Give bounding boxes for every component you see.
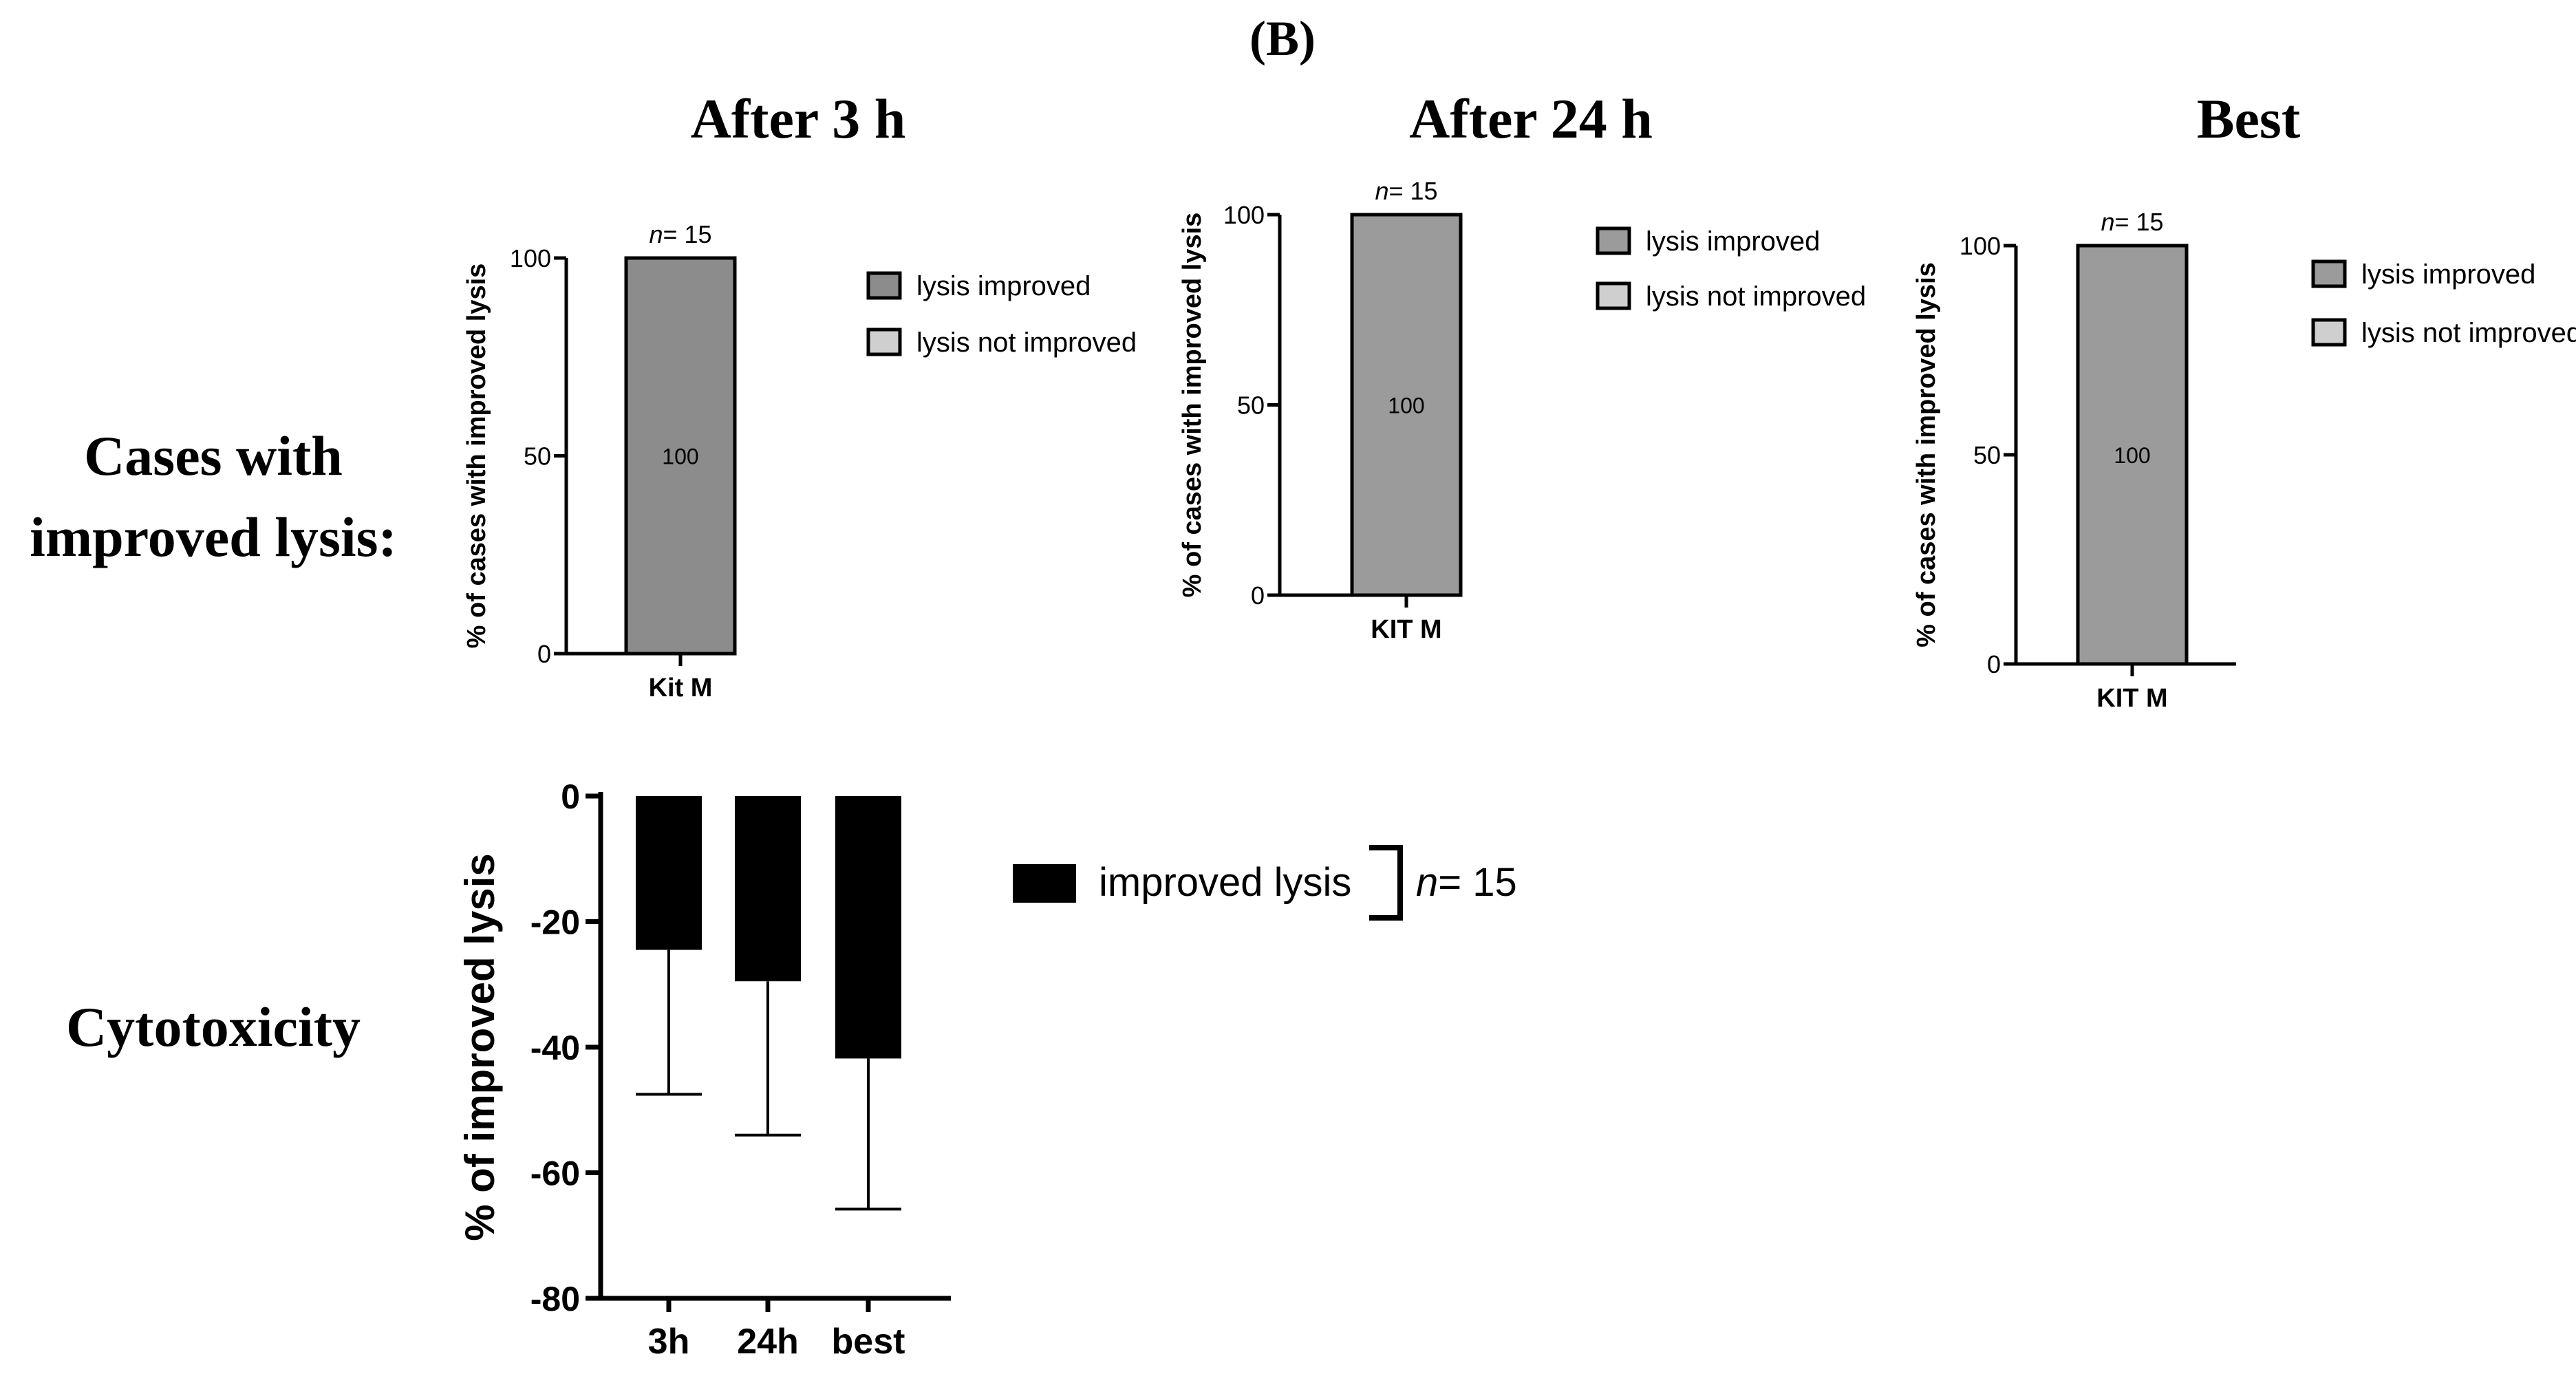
row-label-cases-line2: improved lysis: [30,506,397,568]
n-label-value: = 15 [1388,177,1437,205]
legend-label: lysis improved [916,271,1091,301]
n-label: n= 15 [1375,177,1437,205]
row-label-cytotoxicity: Cytotoxicity [66,996,361,1058]
legend-swatch [2311,318,2347,347]
x-tick-label: KIT M [2096,684,2167,713]
legend-swatch [1596,226,1631,255]
n-label-value: = 15 [1438,860,1517,905]
y-tick-label: -40 [530,1029,580,1067]
n-label-value: = 15 [2114,208,2163,236]
x-tick-label: 3h [648,1322,690,1362]
y-tick-label: 100 [1223,201,1265,229]
y-tick-label: 50 [1237,391,1265,420]
y-axis-label: % of cases with improved lysis [1912,262,1941,647]
x-tick-label: KIT M [1371,615,1441,644]
y-tick-label: 100 [510,244,551,272]
n-label: n= 15 [2101,208,2163,236]
bar-3h [636,796,702,950]
y-tick-label: 100 [1960,232,2001,260]
legend-label: improved lysis [1099,860,1351,905]
bar-lysis-improved [624,256,737,656]
chart-after-3h: 0 50 100 Kit M 100 n= 15 % of cases with impro… [462,220,1137,702]
n-label-italic: n [1416,860,1438,905]
y-tick-label: -20 [530,903,580,942]
y-tick-label: -60 [530,1155,580,1193]
n-label-italic: n [649,220,663,248]
bar-24h [735,796,801,982]
y-tick-label: 0 [561,777,580,816]
row-label-cases-line1: Cases with [84,425,343,487]
legend-swatch [1013,864,1076,903]
y-tick-label: 50 [524,442,551,471]
n-label: n= 15 [1416,860,1517,905]
chart-after-24h: 0 50 100 KIT M 100 n= 15 % of cases with impro… [1178,177,1866,644]
legend-bracket [1369,845,1403,921]
n-label: n= 15 [649,220,711,248]
x-tick-label: 24h [737,1322,799,1362]
legend-label: lysis not improved [916,328,1137,358]
y-tick-label: 0 [537,640,551,668]
legend-label: lysis improved [1646,226,1820,257]
y-axis-label: % of cases with improved lysis [1178,213,1207,598]
column-title-after-3h: After 3 h [691,87,906,150]
chart-best: 0 50 100 KIT M 100 n= 15 % of cases with impro… [1912,208,2576,713]
bar-data-label: 100 [2114,443,2150,468]
y-tick-label: 0 [1251,581,1265,610]
legend-label: lysis not improved [2361,318,2576,348]
x-tick-label: best [832,1322,905,1362]
legend-swatch [866,271,902,300]
bar-lysis-improved [1350,213,1463,597]
panel-label: (B) [1249,11,1316,66]
column-title-best: Best [2197,87,2300,150]
legend-swatch [1596,281,1631,310]
column-title-after-24h: After 24 h [1409,87,1653,150]
legend-swatch [866,328,902,356]
bar-data-label: 100 [662,444,698,469]
n-label-italic: n [1375,177,1388,205]
n-label-italic: n [2101,208,2114,236]
legend-swatch [2311,259,2347,288]
y-axis-label: % of improved lysis [457,853,503,1241]
y-tick-label: 0 [1987,650,2001,678]
y-tick-label: -80 [530,1280,580,1318]
bar-data-label: 100 [1388,394,1424,418]
bar-lysis-improved [2076,244,2189,666]
y-axis-label: % of cases with improved lysis [462,264,491,649]
x-tick-label: Kit M [649,674,713,702]
y-tick-label: 50 [1973,441,2001,469]
legend-label: lysis not improved [1646,281,1866,312]
chart-cytotoxicity: 0 -20 -40 -60 -80 3h 24h best % of improved lysi… [457,777,1517,1362]
legend-label: lysis improved [2361,259,2535,290]
bar-best [835,796,901,1059]
n-label-value: = 15 [663,220,711,248]
